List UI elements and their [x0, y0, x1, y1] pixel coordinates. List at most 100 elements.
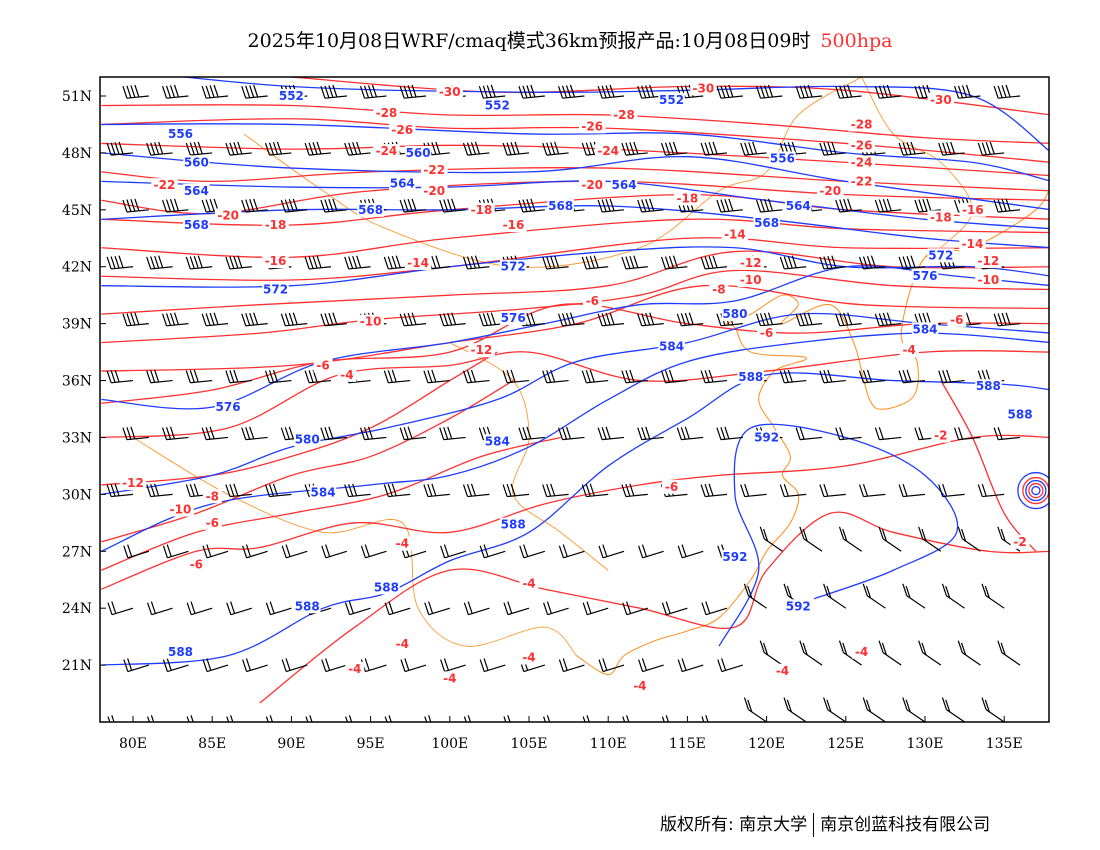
wind-barb	[700, 141, 728, 156]
wind-barb	[185, 369, 213, 384]
wind-barb	[581, 369, 609, 384]
temperature-contour-label: -18	[930, 210, 952, 224]
temperature-contour-label: -14	[407, 256, 429, 270]
label-background	[817, 183, 844, 198]
label-background	[202, 515, 222, 530]
wind-barb	[440, 658, 466, 673]
label-background	[183, 183, 210, 198]
wind-barb	[265, 601, 292, 616]
wind-barb	[502, 141, 530, 156]
wind-barb	[838, 640, 862, 666]
wind-barb	[518, 84, 545, 99]
wind-barb	[597, 198, 625, 213]
wind-barb	[902, 697, 926, 722]
wind-barb	[360, 658, 387, 673]
temperature-contour-label: -4	[340, 368, 353, 382]
wind-barb	[186, 601, 213, 616]
wind-barb	[122, 84, 149, 99]
temperature-contour-label: -26	[581, 119, 603, 133]
wind-barb	[779, 369, 807, 384]
height-contour-label: 556	[168, 127, 193, 141]
wind-barb	[462, 483, 490, 498]
footer-divider	[813, 813, 815, 837]
label-background	[262, 217, 289, 232]
temperature-contour-label: -10	[170, 503, 192, 517]
wind-barb	[542, 369, 569, 384]
wind-barb	[621, 369, 648, 384]
wind-barb	[146, 255, 173, 270]
temperature-contour-line	[101, 436, 561, 571]
wind-barb	[621, 255, 648, 270]
temperature-contour-label: -12	[740, 256, 762, 270]
temperature-contour-label: -28	[851, 117, 873, 131]
temperature-contour-line	[101, 104, 1049, 144]
wind-barb	[743, 583, 767, 609]
wind-barb	[918, 526, 942, 552]
label-background	[373, 106, 400, 121]
temperature-contour-label: -18	[677, 191, 699, 205]
label-background	[119, 475, 147, 490]
height-contour-label: 552	[485, 98, 510, 112]
border-line	[132, 437, 577, 656]
height-contour-label: 588	[501, 518, 526, 532]
wind-barb	[400, 658, 427, 673]
height-contour-line	[101, 265, 1049, 410]
wind-barb	[660, 255, 688, 270]
temperature-contour-label: -12	[122, 476, 144, 490]
copyright-text: 版权所有: 南京大学	[660, 815, 808, 835]
temperature-contour-label: -30	[693, 81, 715, 95]
wind-barb	[281, 658, 308, 673]
temperature-contour-label: -14	[962, 237, 984, 251]
wind-barb	[162, 544, 189, 559]
wind-barb	[874, 84, 902, 99]
wind-barb	[226, 601, 252, 616]
label-background	[772, 663, 792, 678]
wind-barb	[518, 198, 545, 213]
wind-barb	[700, 255, 728, 270]
label-background	[500, 217, 527, 232]
wind-barb	[439, 312, 466, 327]
label-background	[373, 144, 400, 159]
label-background	[389, 123, 416, 138]
lon-tick-label: 130E	[907, 736, 944, 752]
temperature-contour-label: -18	[471, 203, 493, 217]
height-contour-line	[101, 312, 1049, 496]
wind-barb	[755, 312, 783, 327]
label-background	[947, 312, 967, 327]
wind-barb	[479, 658, 506, 673]
lon-tick-label: 110E	[590, 736, 627, 752]
wind-barb	[637, 312, 664, 327]
temperature-contour-label: -30	[930, 93, 952, 107]
wind-barb	[898, 483, 926, 498]
temperature-contour-label: -14	[724, 227, 746, 241]
label-background	[499, 259, 527, 274]
label-background	[357, 314, 384, 329]
lon-tick-label: 105E	[511, 736, 548, 752]
wind-barb	[795, 312, 823, 327]
wind-barb	[799, 640, 823, 666]
label-background	[737, 255, 765, 270]
label-background	[202, 489, 222, 504]
wind-barb	[542, 483, 569, 498]
label-background	[436, 85, 464, 100]
height-contour-label: 584	[912, 322, 937, 336]
temperature-contour-label: -20	[423, 184, 445, 198]
wind-barb	[106, 483, 134, 498]
wind-barb	[898, 255, 926, 270]
label-background	[610, 178, 638, 193]
wind-barb	[280, 312, 308, 327]
temperature-contour-label: -4	[522, 651, 535, 665]
height-contour-label: 568	[548, 199, 573, 213]
lat-tick-label: 24N	[62, 601, 92, 617]
wind-barb	[201, 84, 229, 99]
height-contour-label: 584	[311, 485, 336, 499]
wind-barb	[162, 658, 189, 673]
temperature-contour-label: -2	[1013, 535, 1026, 549]
wind-barb	[838, 526, 862, 552]
cyclone-contour	[1025, 479, 1047, 502]
label-background	[630, 678, 650, 693]
label-background	[927, 210, 955, 225]
label-background	[899, 343, 919, 358]
wind-barb	[122, 198, 149, 213]
temperature-contour-label: -6	[206, 516, 219, 530]
